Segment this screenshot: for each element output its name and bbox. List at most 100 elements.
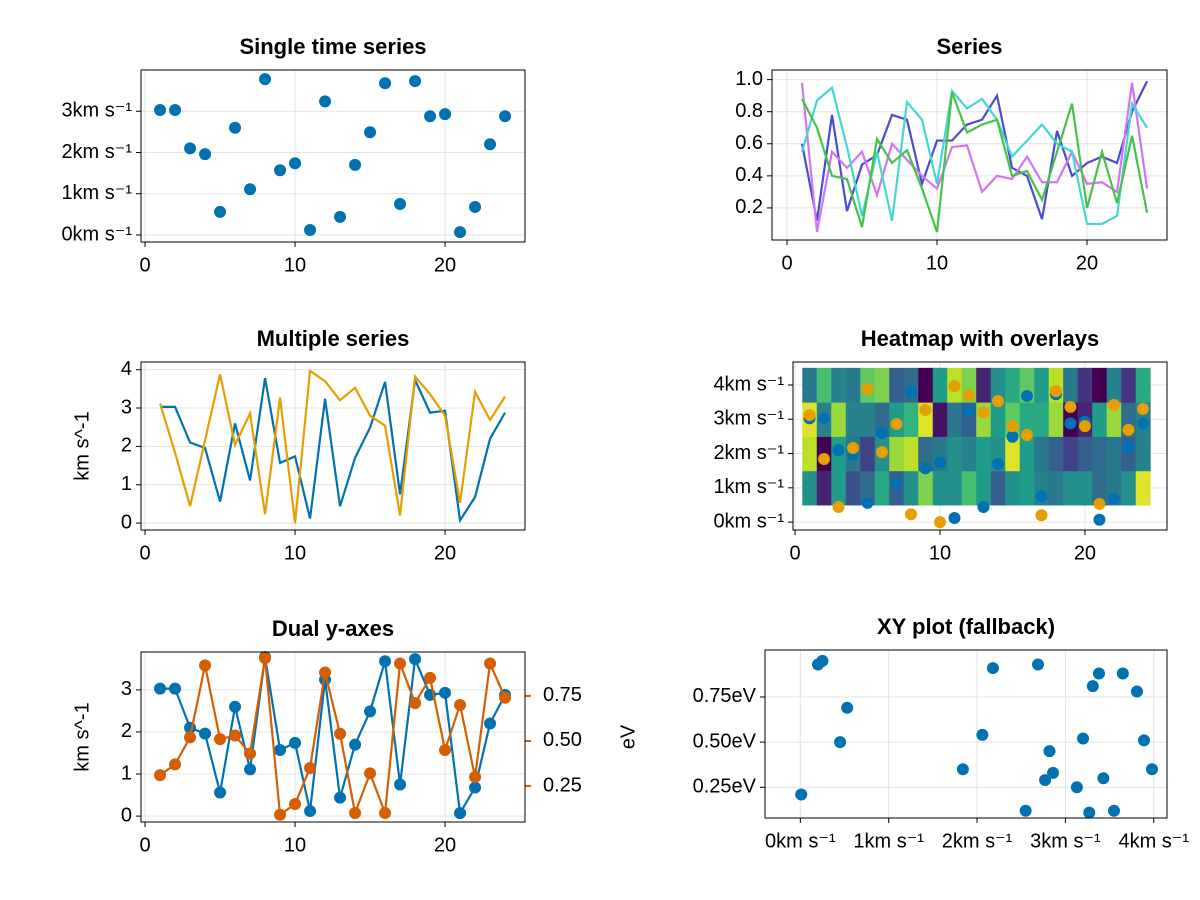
point xyxy=(334,791,347,804)
point xyxy=(1047,766,1060,779)
point xyxy=(484,138,497,151)
heatmap-cell xyxy=(802,367,818,403)
point xyxy=(214,205,227,218)
point xyxy=(976,728,989,741)
point xyxy=(394,198,407,211)
x-tick-label: 10 xyxy=(284,254,306,276)
x-tick-label: 4km s⁻¹ xyxy=(1118,830,1189,852)
heatmap-cell xyxy=(903,436,919,472)
point xyxy=(1107,804,1120,817)
x-tick-label: 10 xyxy=(926,252,948,274)
panel-title: Dual y-axes xyxy=(272,616,394,641)
point xyxy=(319,95,332,108)
panel: Dual y-axes 0 10 20 0 1 2 3 0.25 0.50 0.75 eV km s^-… xyxy=(71,616,639,856)
point xyxy=(1130,685,1143,698)
point xyxy=(876,426,889,439)
point xyxy=(184,731,197,744)
point xyxy=(1093,513,1106,526)
y-tick-label: 0 xyxy=(121,511,132,533)
heatmap-cell xyxy=(845,470,861,506)
point xyxy=(1116,667,1129,680)
series-line xyxy=(159,657,507,818)
point xyxy=(1006,430,1019,443)
point xyxy=(379,655,392,668)
heatmap-cell xyxy=(1135,436,1151,472)
point xyxy=(394,657,407,670)
y-tick-label: 1 xyxy=(121,762,132,784)
point xyxy=(334,727,347,740)
point xyxy=(1138,734,1151,747)
point xyxy=(1070,781,1083,794)
point xyxy=(1077,732,1090,745)
point xyxy=(484,717,497,730)
point xyxy=(304,761,317,774)
point xyxy=(1020,389,1033,402)
heatmap-cell xyxy=(903,470,919,506)
y-tick-label: 0.75eV xyxy=(693,685,757,707)
heatmap-cell xyxy=(889,367,905,403)
point xyxy=(1064,400,1077,413)
x-tick-label: 20 xyxy=(434,254,456,276)
point xyxy=(169,758,182,771)
y-tick-label: 2 xyxy=(121,435,132,457)
heatmap-cell xyxy=(990,367,1006,403)
point xyxy=(319,666,332,679)
heatmap-cell xyxy=(932,470,948,506)
point xyxy=(169,104,182,117)
point xyxy=(349,158,362,171)
point xyxy=(818,453,831,466)
point xyxy=(229,729,242,742)
y-tick-label: 0.6 xyxy=(735,132,763,154)
heatmap-cell xyxy=(990,470,1006,506)
panel-title: Multiple series xyxy=(257,326,410,351)
point xyxy=(956,763,969,776)
x-tick-label: 20 xyxy=(434,834,456,856)
point xyxy=(1097,772,1110,785)
y-tick-label: 4 xyxy=(121,358,132,380)
heatmap-cell xyxy=(947,402,963,437)
heatmap-cell xyxy=(961,436,977,472)
plot-frame xyxy=(140,651,526,823)
point xyxy=(289,157,302,170)
y-tick-label: 1km s⁻¹ xyxy=(61,182,132,204)
point xyxy=(289,797,302,810)
point xyxy=(469,781,482,794)
x-tick-label: 10 xyxy=(284,542,306,564)
heatmap-cell xyxy=(1135,470,1151,506)
x-tick-label: 20 xyxy=(434,542,456,564)
point xyxy=(274,808,287,821)
plot-frame xyxy=(792,361,1168,531)
point xyxy=(454,698,467,711)
y-tick-label: 0.50eV xyxy=(693,730,757,752)
point xyxy=(962,389,975,402)
heatmap-cell xyxy=(831,470,847,506)
heatmap-cell xyxy=(1121,470,1137,506)
point xyxy=(904,386,917,399)
point xyxy=(304,805,317,818)
heatmap-cell xyxy=(1048,436,1064,472)
point xyxy=(439,108,452,121)
heatmap-cell xyxy=(1005,470,1021,506)
plot-frame xyxy=(764,649,1168,819)
point xyxy=(1035,490,1048,503)
x-tick-label: 0 xyxy=(781,252,792,274)
heatmap-cell xyxy=(903,402,919,437)
heatmap-cell xyxy=(1019,470,1035,506)
point xyxy=(1136,402,1149,415)
x-tick-label: 0 xyxy=(789,542,800,564)
point xyxy=(890,418,903,431)
y-tick-label: 4km s⁻¹ xyxy=(713,373,784,395)
point xyxy=(199,727,212,740)
point xyxy=(977,501,990,514)
heatmap-cell xyxy=(1063,470,1079,506)
point xyxy=(832,444,845,457)
heatmap-cell xyxy=(874,470,890,506)
point xyxy=(229,700,242,713)
y-tick-label: 3km s⁻¹ xyxy=(713,408,784,430)
y-tick-label: 1 xyxy=(121,473,132,495)
heatmap-cell xyxy=(961,470,977,506)
point xyxy=(154,682,167,695)
point xyxy=(424,110,437,123)
heatmap-cell xyxy=(1121,367,1137,403)
point xyxy=(424,671,437,684)
